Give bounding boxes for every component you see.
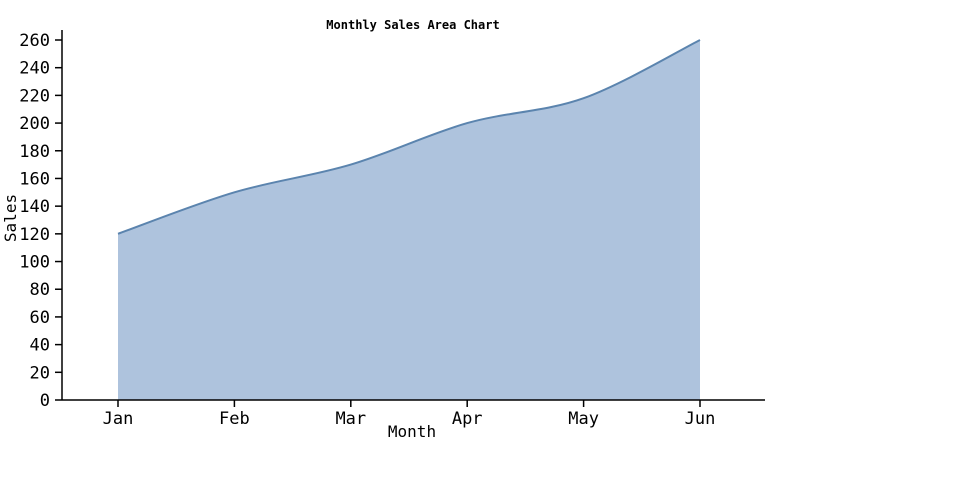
x-tick-label: Mar xyxy=(335,409,366,429)
y-tick-label: 20 xyxy=(30,363,50,383)
y-tick-label: 60 xyxy=(30,308,50,328)
y-tick-label: 160 xyxy=(19,169,50,189)
y-tick-label: 120 xyxy=(19,225,50,245)
y-tick-label: 180 xyxy=(19,142,50,162)
area-line xyxy=(117,39,701,235)
x-tick-label: Feb xyxy=(219,409,250,429)
y-axis-label: Sales xyxy=(1,194,20,242)
area-fill xyxy=(118,40,700,400)
y-tick-label: 200 xyxy=(19,114,50,134)
chart-plot: 0 20 40 60 80 100 120 140 160 180 200 220 240 260 Jan F… xyxy=(19,30,765,429)
y-tick-label: 240 xyxy=(19,59,50,79)
y-tick-label: 100 xyxy=(19,253,50,273)
x-tick-label: May xyxy=(568,409,599,429)
y-tick-label: 220 xyxy=(19,86,50,106)
x-tick-label: Jan xyxy=(103,409,134,429)
y-tick-label: 260 xyxy=(19,31,50,51)
y-tick-label: 0 xyxy=(40,391,50,411)
y-tick-label: 140 xyxy=(19,197,50,217)
chart-title: Monthly Sales Area Chart xyxy=(326,18,499,32)
y-tick-label: 40 xyxy=(30,336,50,356)
x-axis-label: Month xyxy=(388,422,436,441)
y-tick-label: 80 xyxy=(30,280,50,300)
x-tick-label: Jun xyxy=(685,409,716,429)
x-tick-label: Apr xyxy=(452,409,483,429)
